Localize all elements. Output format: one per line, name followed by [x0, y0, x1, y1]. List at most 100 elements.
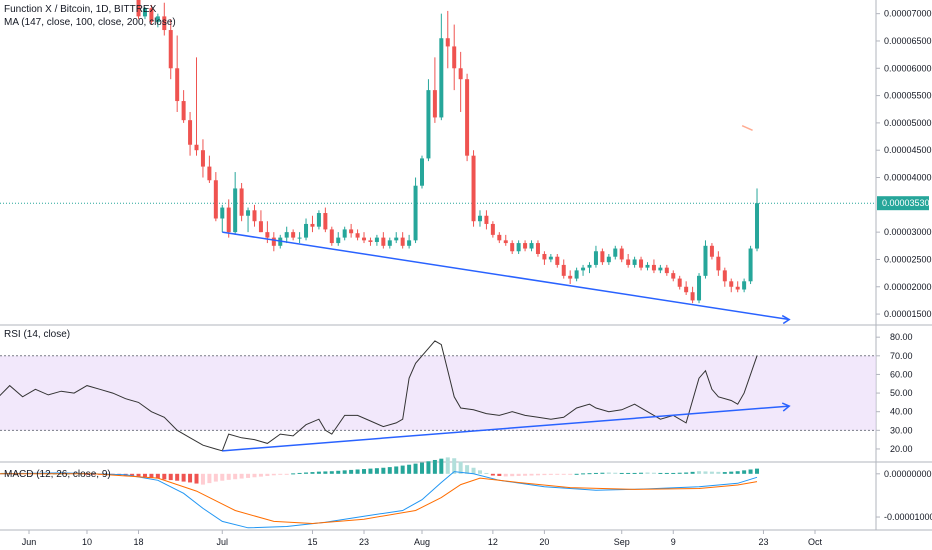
candle[interactable]: [142, 7, 147, 20]
rsi-pane[interactable]: [0, 340, 791, 452]
candle[interactable]: [394, 232, 399, 244]
candle[interactable]: [149, 4, 154, 25]
rsi-line[interactable]: [0, 340, 758, 452]
candle[interactable]: [258, 210, 263, 233]
candle[interactable]: [587, 262, 592, 274]
candle[interactable]: [516, 240, 521, 254]
candle[interactable]: [271, 232, 276, 252]
candle[interactable]: [671, 270, 676, 282]
candle[interactable]: [613, 245, 618, 260]
candle[interactable]: [490, 221, 495, 238]
candle[interactable]: [600, 248, 605, 265]
candle[interactable]: [226, 199, 231, 238]
candle[interactable]: [716, 251, 721, 276]
candle[interactable]: [703, 240, 708, 279]
candle[interactable]: [535, 240, 540, 257]
candle[interactable]: [291, 229, 296, 241]
candle[interactable]: [252, 204, 257, 227]
candle[interactable]: [568, 270, 573, 285]
candle[interactable]: [407, 234, 412, 249]
candle[interactable]: [529, 240, 534, 252]
candle[interactable]: [181, 90, 186, 123]
price-trendline[interactable]: [222, 231, 790, 321]
candle[interactable]: [420, 155, 424, 189]
candle[interactable]: [374, 234, 379, 246]
candle[interactable]: [342, 226, 347, 241]
candle[interactable]: [168, 19, 173, 80]
candle[interactable]: [664, 264, 669, 276]
candle[interactable]: [658, 264, 663, 274]
candle[interactable]: [336, 232, 341, 246]
candle[interactable]: [503, 234, 508, 246]
candle[interactable]: [188, 111, 193, 156]
candle[interactable]: [284, 226, 289, 244]
candle[interactable]: [297, 232, 302, 244]
candle[interactable]: [207, 155, 212, 183]
candle[interactable]: [593, 245, 598, 268]
price-pane[interactable]: [0, 0, 876, 325]
candle[interactable]: [426, 79, 431, 162]
rsi-legend[interactable]: RSI (14, close): [4, 328, 70, 341]
candle[interactable]: [742, 278, 747, 293]
candle[interactable]: [162, 2, 167, 36]
candle[interactable]: [619, 245, 624, 263]
candle[interactable]: [555, 253, 560, 268]
candle[interactable]: [316, 210, 321, 230]
candle[interactable]: [510, 240, 515, 254]
candle[interactable]: [465, 73, 470, 162]
candle[interactable]: [497, 232, 502, 244]
candle[interactable]: [581, 264, 586, 276]
candle[interactable]: [755, 188, 760, 252]
candle[interactable]: [735, 281, 740, 293]
candle[interactable]: [439, 13, 444, 121]
candle[interactable]: [471, 150, 476, 227]
candle[interactable]: [329, 226, 334, 246]
candle[interactable]: [561, 259, 566, 279]
macd-pane[interactable]: [0, 457, 760, 529]
candle[interactable]: [194, 57, 199, 156]
candle[interactable]: [310, 215, 315, 233]
candle[interactable]: [684, 281, 689, 295]
candle[interactable]: [200, 139, 205, 178]
candle[interactable]: [136, 0, 141, 20]
candle[interactable]: [632, 256, 637, 268]
candle[interactable]: [155, 13, 160, 28]
candle[interactable]: [362, 232, 367, 244]
macd-line[interactable]: [0, 471, 758, 529]
candle[interactable]: [709, 243, 714, 260]
candle[interactable]: [458, 51, 463, 112]
price-axis[interactable]: 0.00007000 0.00006500 0.00006000 0.00005500…: [876, 9, 932, 522]
candle[interactable]: [413, 177, 418, 244]
candle[interactable]: [697, 273, 702, 304]
candle[interactable]: [542, 251, 547, 265]
candle[interactable]: [175, 35, 180, 112]
candle[interactable]: [400, 232, 405, 249]
ma-legend[interactable]: MA (147, close, 100, close, 200, close): [4, 16, 176, 29]
candle[interactable]: [452, 24, 457, 91]
candle[interactable]: [690, 286, 695, 304]
macd-legend[interactable]: MACD (12, 26, close, 9): [4, 468, 111, 481]
candle[interactable]: [722, 267, 727, 287]
candle[interactable]: [349, 223, 354, 238]
candle[interactable]: [548, 253, 553, 263]
candle[interactable]: [639, 256, 644, 271]
candle[interactable]: [477, 210, 482, 227]
candle[interactable]: [645, 262, 650, 271]
main-legend[interactable]: Function X / Bitcoin, 1D, BITTREX: [4, 3, 156, 16]
rsi-trendline[interactable]: [222, 405, 790, 452]
candle[interactable]: [729, 278, 734, 293]
candle[interactable]: [246, 207, 251, 233]
candle[interactable]: [220, 204, 225, 233]
candle[interactable]: [523, 240, 528, 252]
candle[interactable]: [432, 57, 437, 123]
candle[interactable]: [387, 237, 392, 249]
candle[interactable]: [368, 237, 373, 246]
candle[interactable]: [445, 10, 450, 69]
candle[interactable]: [651, 259, 656, 274]
candle[interactable]: [239, 182, 244, 222]
candle[interactable]: [677, 275, 682, 290]
candle[interactable]: [606, 253, 611, 265]
candle[interactable]: [748, 245, 753, 285]
candle[interactable]: [304, 218, 309, 241]
